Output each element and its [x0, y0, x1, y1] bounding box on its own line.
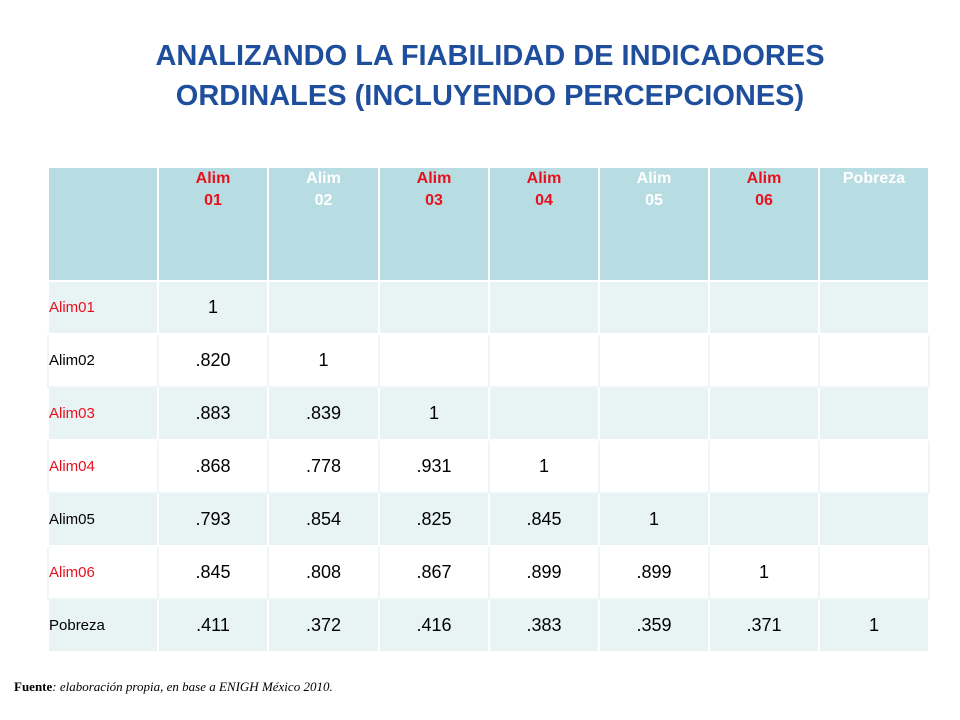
- row-label: Pobreza: [47, 598, 159, 653]
- table-cell: [818, 333, 930, 388]
- table-cell: [598, 386, 710, 441]
- column-header-pobreza: Pobreza: [818, 166, 930, 282]
- row-label: Alim03: [47, 386, 159, 441]
- table-cell: 1: [157, 280, 269, 335]
- table-cell: .416: [378, 598, 490, 653]
- table-cell: [708, 386, 820, 441]
- table-row: Alim04 .868 .778 .931 1: [47, 439, 930, 494]
- column-header-alim05: Alim 05: [598, 166, 710, 282]
- table-cell: .854: [267, 492, 380, 547]
- table-cell: [818, 386, 930, 441]
- row-label: Alim01: [47, 280, 159, 335]
- table-cell: 1: [488, 439, 600, 494]
- table-cell: .383: [488, 598, 600, 653]
- table-cell: [378, 280, 490, 335]
- table-cell: [708, 439, 820, 494]
- table-cell: .883: [157, 386, 269, 441]
- table-cell: .411: [157, 598, 269, 653]
- table-cell: .372: [267, 598, 380, 653]
- table-cell: .820: [157, 333, 269, 388]
- table-cell: .931: [378, 439, 490, 494]
- title-line-1: ANALIZANDO LA FIABILIDAD DE INDICADORES: [155, 40, 825, 72]
- table-cell: [708, 333, 820, 388]
- table-cell: [488, 280, 600, 335]
- table-cell: 1: [267, 333, 380, 388]
- column-header-alim06: Alim 06: [708, 166, 820, 282]
- table-cell: .778: [267, 439, 380, 494]
- table-cell: [598, 439, 710, 494]
- source-text: : elaboración propia, en base a ENIGH Mé…: [52, 679, 333, 694]
- column-header-alim03: Alim 03: [378, 166, 490, 282]
- table-cell: [598, 333, 710, 388]
- table-cell: .845: [157, 545, 269, 600]
- table-cell: .359: [598, 598, 710, 653]
- table-cell: [488, 333, 600, 388]
- row-label: Alim06: [47, 545, 159, 600]
- table-cell: [818, 280, 930, 335]
- column-header-alim01: Alim 01: [157, 166, 269, 282]
- table-row: Alim01 1: [47, 280, 930, 335]
- correlation-table: Alim 01 Alim 02 Alim 03 Alim 04 Alim 05 Alim 0…: [47, 166, 930, 653]
- row-label: Alim02: [47, 333, 159, 388]
- table-cell: 1: [818, 598, 930, 653]
- column-header-alim04: Alim 04: [488, 166, 600, 282]
- table-row: Alim05 .793 .854 .825 .845 1: [47, 492, 930, 547]
- table-cell: 1: [598, 492, 710, 547]
- corner-cell: [47, 166, 159, 282]
- table-row: Alim03 .883 .839 1: [47, 386, 930, 441]
- table-cell: .868: [157, 439, 269, 494]
- table-cell: [818, 492, 930, 547]
- table-cell: [378, 333, 490, 388]
- title-line-2: ORDINALES (INCLUYENDO PERCEPCIONES): [175, 80, 805, 112]
- source-label: Fuente: [14, 679, 53, 694]
- slide-title: ANALIZANDO LA FIABILIDAD DE INDICADORES …: [60, 36, 920, 116]
- table-cell: [818, 545, 930, 600]
- table-cell: [488, 386, 600, 441]
- row-label: Alim04: [47, 439, 159, 494]
- table-cell: .845: [488, 492, 600, 547]
- table-cell: .825: [378, 492, 490, 547]
- table-cell: [818, 439, 930, 494]
- table-cell: .899: [598, 545, 710, 600]
- table-cell: 1: [708, 545, 820, 600]
- table-cell: [708, 280, 820, 335]
- table-cell: [598, 280, 710, 335]
- table-cell: .793: [157, 492, 269, 547]
- table-cell: .839: [267, 386, 380, 441]
- table-cell: .808: [267, 545, 380, 600]
- row-label: Alim05: [47, 492, 159, 547]
- table-cell: [708, 492, 820, 547]
- table-row: Alim06 .845 .808 .867 .899 .899 1: [47, 545, 930, 600]
- table-row: Alim02 .820 1: [47, 333, 930, 388]
- table-cell: .899: [488, 545, 600, 600]
- table-row: Pobreza .411 .372 .416 .383 .359 .371 1: [47, 598, 930, 653]
- table-cell: 1: [378, 386, 490, 441]
- table-cell: .867: [378, 545, 490, 600]
- header-row: Alim 01 Alim 02 Alim 03 Alim 04 Alim 05 Alim 0…: [47, 166, 930, 282]
- table-cell: [267, 280, 380, 335]
- source-note: Fuente: elaboración propia, en base a EN…: [14, 679, 333, 695]
- column-header-alim02: Alim 02: [267, 166, 380, 282]
- table-cell: .371: [708, 598, 820, 653]
